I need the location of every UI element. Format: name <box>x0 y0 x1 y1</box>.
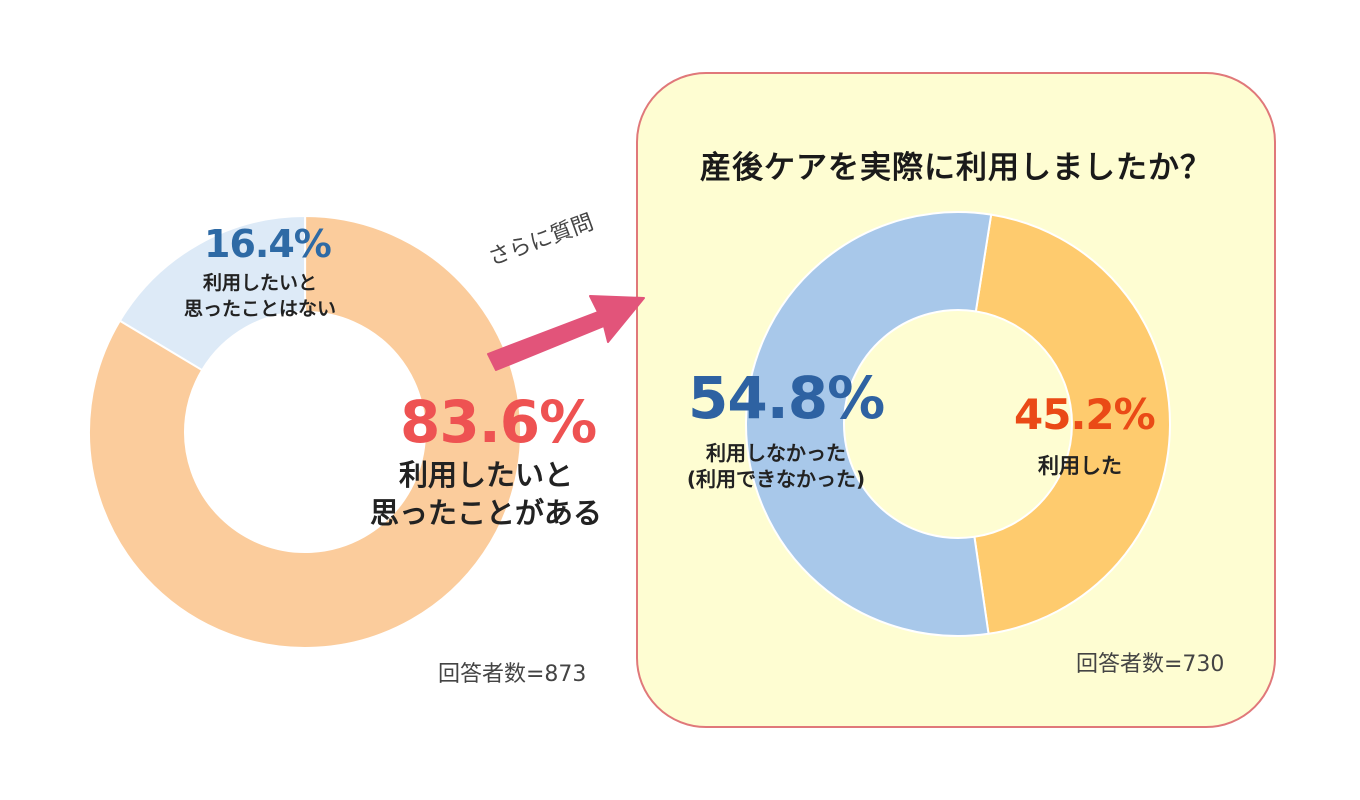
donut-slice-not-used <box>745 211 993 637</box>
value-label-never: 16.4% <box>204 222 332 266</box>
slice-label-have: 利用したいと 思ったことがある <box>356 456 616 532</box>
arrow-icon <box>487 295 645 371</box>
value-label-have: 83.6% <box>400 388 597 456</box>
respondent-count: 回答者数=730 <box>1076 652 1225 677</box>
donut-slice-used <box>973 213 1171 635</box>
slice-label-line: 利用した <box>1038 454 1122 478</box>
slice-label-line: (利用できなかった) <box>686 467 866 491</box>
slice-label-line: 思ったことはない <box>183 298 336 320</box>
value-label-not-used: 54.8% <box>688 364 885 432</box>
slice-label-line: 利用したいと <box>202 272 317 294</box>
donut-slice-never <box>118 214 307 372</box>
slice-label-line: 利用しなかった <box>706 441 846 465</box>
respondent-count: 回答者数=873 <box>438 662 587 687</box>
slice-label-not-used: 利用しなかった (利用できなかった) <box>656 440 896 492</box>
donut-slice-have <box>88 214 522 649</box>
donut-chart-usage <box>745 211 1171 637</box>
chart-title: 産後ケアを実際に利用しましたか？ <box>700 150 1212 186</box>
slice-label-used: 利用した <box>1010 452 1150 480</box>
slice-label-never: 利用したいと 思ったことはない <box>160 270 360 322</box>
donut-chart-interest <box>88 214 522 649</box>
slice-label-line: 思ったことがある <box>369 496 602 530</box>
slice-label-line: 利用したいと <box>398 458 573 492</box>
value-label-used: 45.2% <box>1014 390 1156 439</box>
